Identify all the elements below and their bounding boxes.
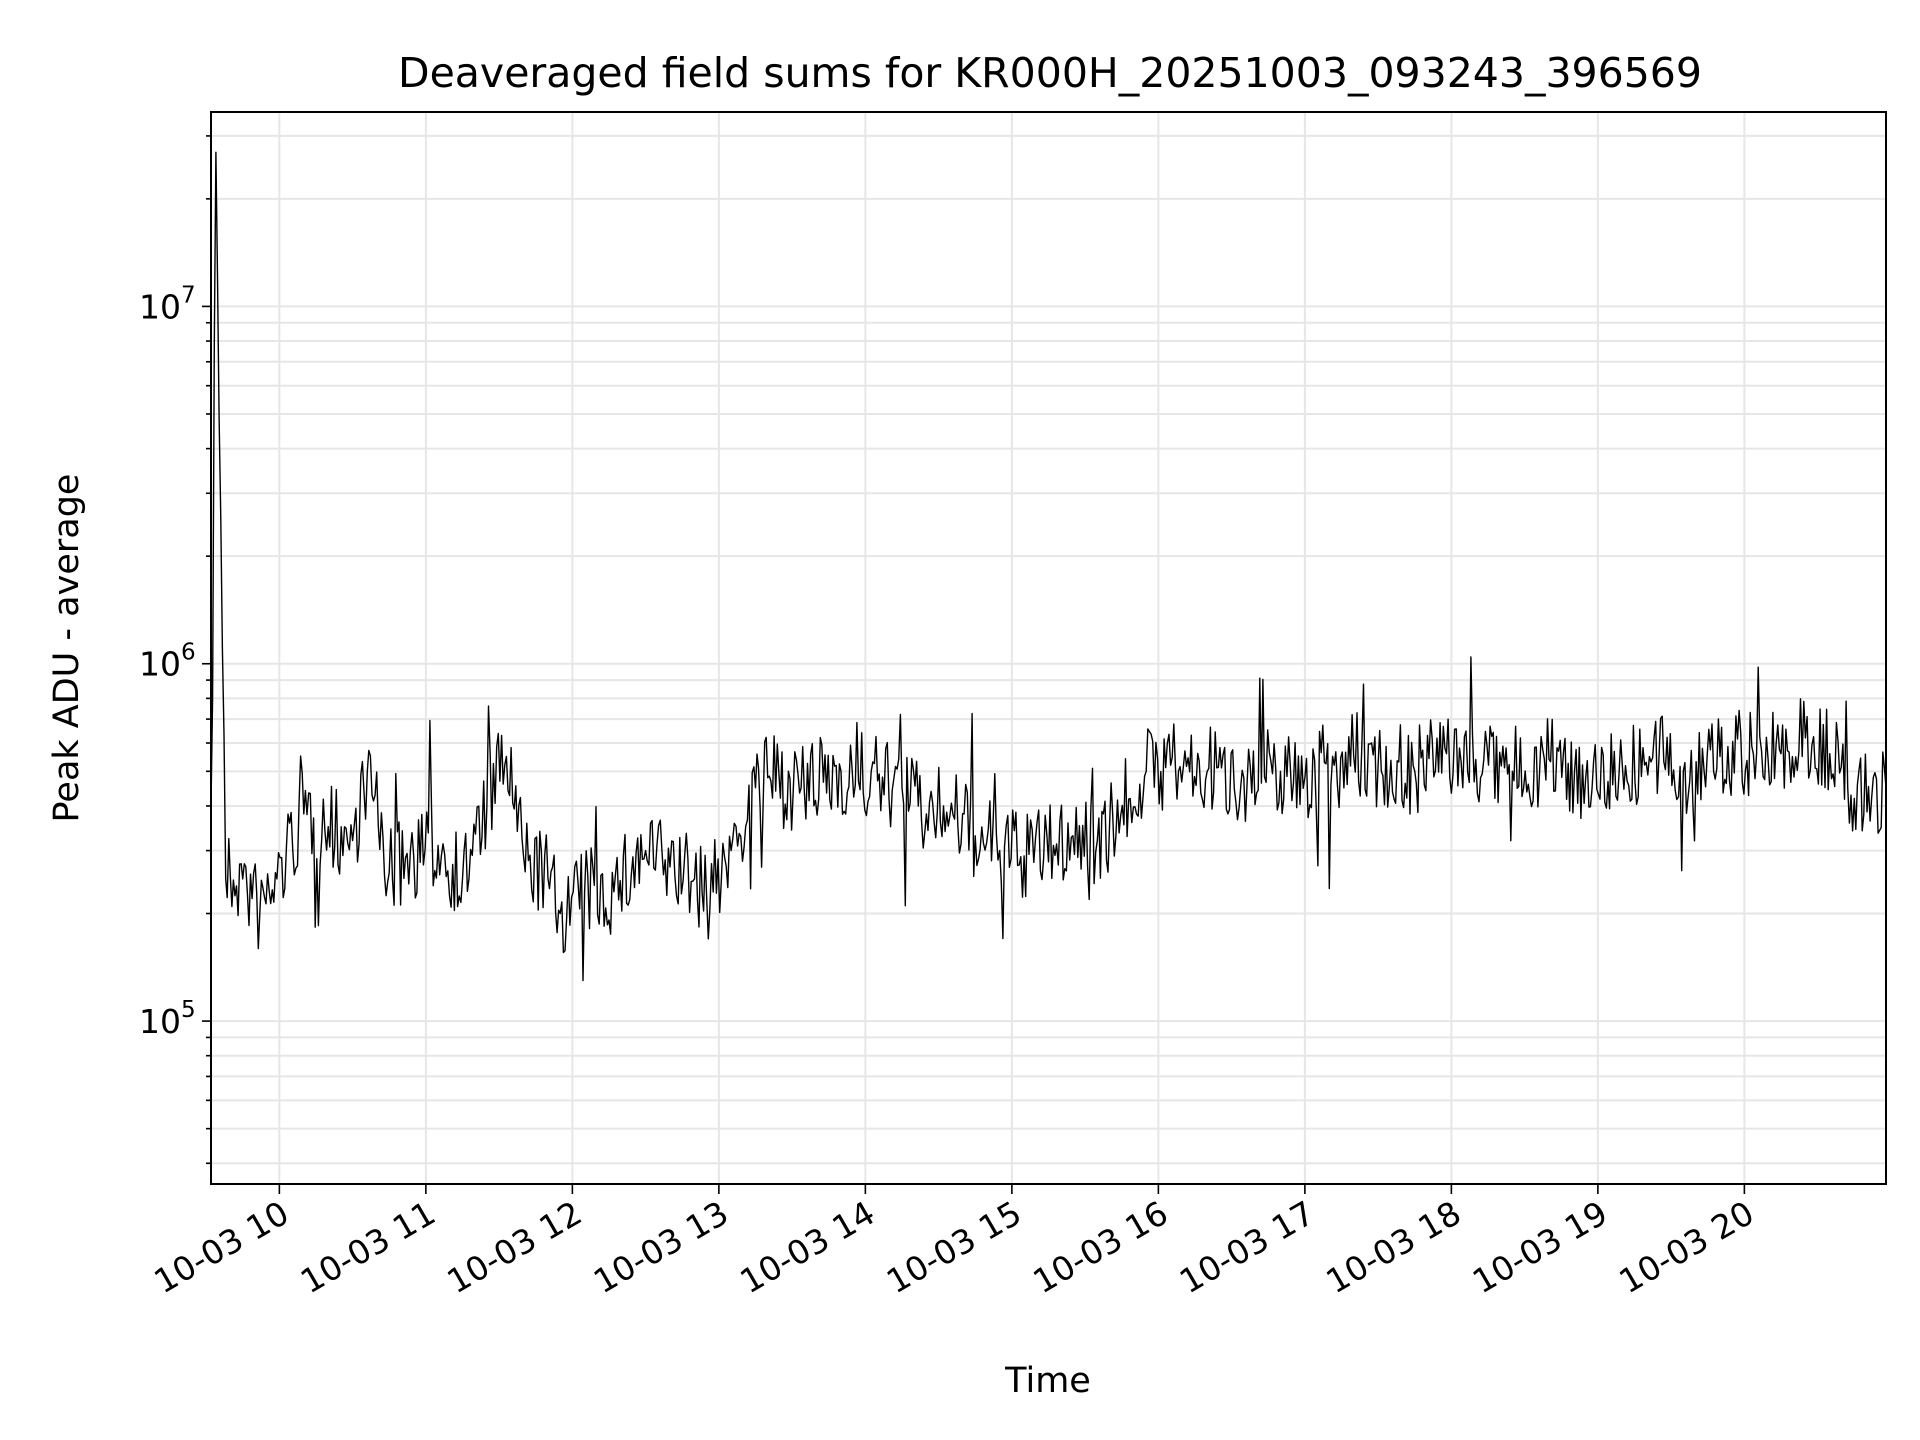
chart-title: Deaveraged field sums for KR000H_2025100… (398, 49, 1702, 97)
plot-frame (210, 111, 1887, 1185)
y-axis-label: Peak ADU - average (47, 474, 87, 823)
y-axis: 105 106 107 (139, 135, 211, 1165)
x-axis-label: Time (1004, 1361, 1091, 1401)
grid (211, 112, 1886, 1184)
y-tick-label: 107 (139, 282, 196, 326)
y-tick-label: 106 (139, 640, 196, 684)
series-line (210, 151, 1887, 982)
y-tick-label: 105 (139, 997, 196, 1041)
